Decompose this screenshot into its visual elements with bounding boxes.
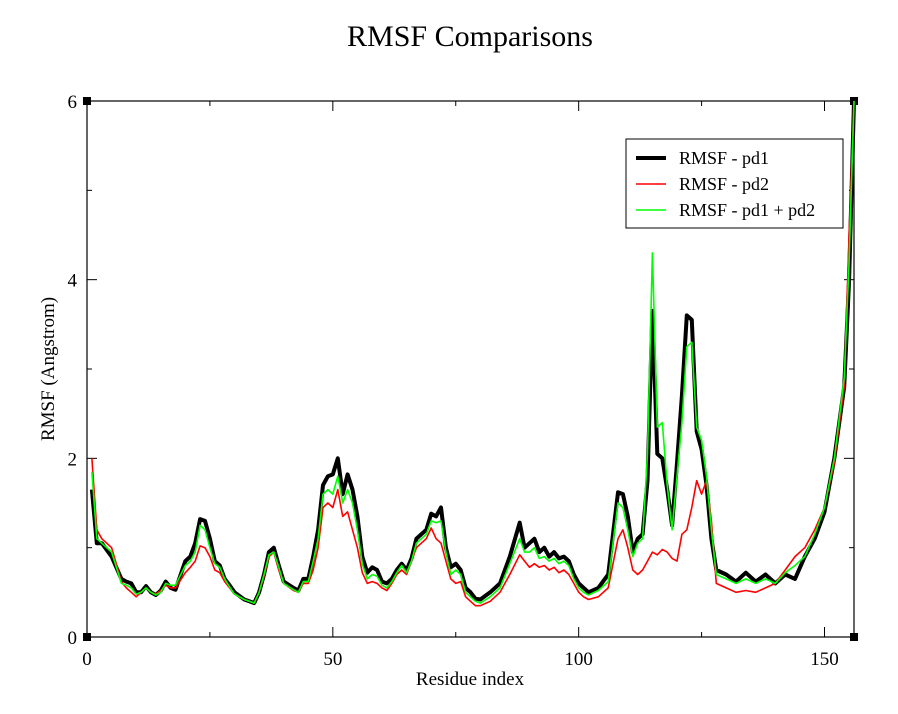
- legend-label: RMSF - pd1 + pd2: [679, 200, 815, 220]
- corner-handle[interactable]: [83, 97, 91, 105]
- x-tick-label: 0: [82, 649, 92, 670]
- y-tick-label: 2: [68, 449, 78, 470]
- y-tick-label: 4: [68, 271, 78, 292]
- x-axis-label: Residue index: [416, 669, 525, 690]
- y-tick-label: 6: [68, 92, 78, 113]
- y-axis-label: RMSF (Angstrom): [38, 297, 59, 441]
- corner-handle[interactable]: [83, 633, 91, 641]
- tick-labels: 0 50 100 150 0 2 4 6: [68, 92, 839, 670]
- legend-label: RMSF - pd1: [679, 148, 769, 168]
- x-tick-label: 50: [323, 649, 342, 670]
- x-tick-label: 100: [564, 649, 593, 670]
- chart-title: RMSF Comparisons: [347, 20, 593, 53]
- axis-ticks: [83, 97, 858, 641]
- legend-label: RMSF - pd2: [679, 174, 769, 194]
- series-line-3: [91, 100, 855, 604]
- y-tick-label: 0: [68, 628, 78, 649]
- series-line-1: [89, 100, 856, 606]
- legend: RMSF - pd1 RMSF - pd2 RMSF - pd1 + pd2: [625, 138, 844, 229]
- x-tick-label: 150: [810, 649, 839, 670]
- series-lines: [89, 100, 856, 607]
- corner-handle[interactable]: [850, 633, 858, 641]
- series-line-2: [91, 100, 855, 607]
